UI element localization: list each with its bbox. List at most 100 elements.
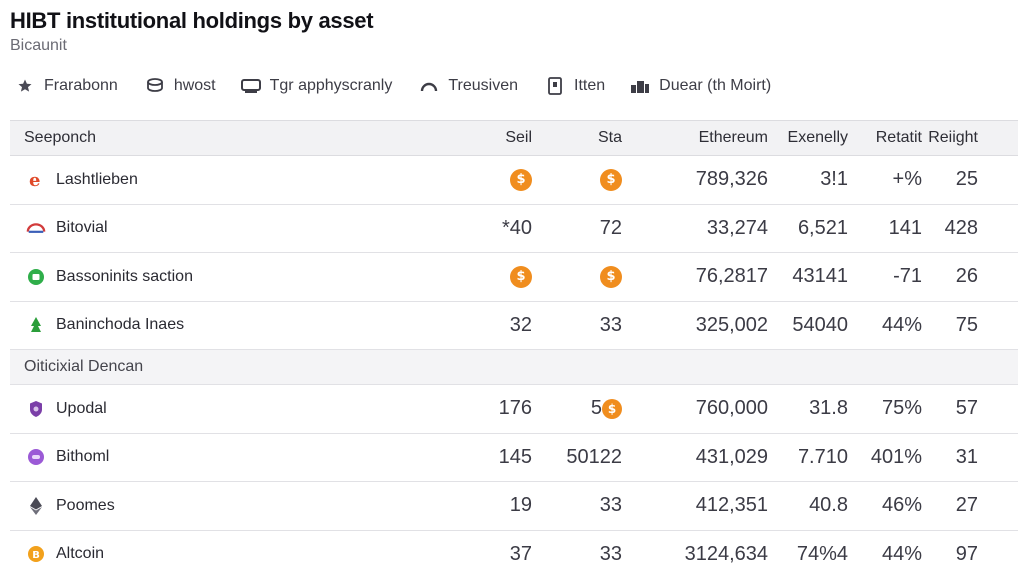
filter-bar: Frarabonn hwost Tgr apphyscranly Treusiv…: [14, 72, 771, 100]
row-value: 76,2817: [695, 265, 768, 288]
table-row[interactable]: Bitovial *40 72 33,274 6,521 141 428: [10, 205, 1018, 253]
row-value: 789,326: [695, 168, 768, 191]
column-header-5[interactable]: Retatit: [875, 129, 922, 146]
star-icon: [14, 75, 36, 97]
filter-item-frarabonn[interactable]: Frarabonn: [14, 72, 118, 100]
row-value: 3!1: [820, 168, 848, 191]
monitor-icon: [240, 75, 262, 97]
bitcoin-coin-icon: $: [600, 168, 622, 191]
row-value: 72: [599, 216, 622, 239]
row-value: 44%: [881, 313, 922, 336]
column-header-6[interactable]: Reiight: [928, 129, 978, 146]
document-icon: [544, 75, 566, 97]
green-dot-logo-icon: [26, 267, 46, 287]
row-name: Lashtlieben: [56, 170, 138, 188]
row-value: -71: [893, 265, 922, 288]
row-value: 27: [955, 494, 978, 517]
section-header: Oiticixial Dencan: [10, 350, 1018, 385]
row-value: 431,029: [695, 445, 768, 468]
row-value: 54040: [792, 313, 848, 336]
page-subtitle: Bicaunit: [10, 37, 67, 54]
row-value: 325,002: [695, 313, 768, 336]
row-value: 43141: [792, 265, 848, 288]
row-value: *40: [501, 216, 532, 239]
column-header-1[interactable]: Seil: [505, 129, 532, 146]
column-header-name[interactable]: Seeponch: [24, 129, 97, 146]
filter-item-itten[interactable]: Itten: [544, 72, 605, 100]
row-value: 31.8: [809, 397, 848, 420]
filter-label: Tgr apphyscranly: [269, 77, 393, 94]
filter-item-treusiven[interactable]: Treusiven: [418, 72, 518, 100]
bitcoin-coin-icon: $: [510, 168, 532, 191]
row-value: 141: [888, 216, 922, 239]
row-value: 401%: [870, 445, 922, 468]
column-header-4[interactable]: Exenelly: [787, 129, 848, 146]
purple-circle-logo-icon: [26, 447, 46, 467]
row-value: 33,274: [706, 216, 768, 239]
filter-item-duear[interactable]: Duear (th Moirt): [629, 72, 771, 100]
table-row[interactable]: e Lashtlieben $ $ 789,326 3!1 +% 25: [10, 156, 1018, 205]
row-name: Altcoin: [56, 545, 105, 563]
row-value: 5: [590, 397, 602, 420]
row-value: 33: [599, 542, 622, 565]
filter-label: Duear (th Moirt): [659, 77, 772, 94]
bitcoin-coin-icon: $: [510, 265, 532, 288]
row-value: 33: [599, 313, 622, 336]
row-value: 760,000: [695, 397, 768, 420]
ethereum-diamond-icon: [26, 496, 46, 516]
row-value: 6,521: [797, 216, 848, 239]
page-title: HIBT institutional holdings by asset: [10, 8, 374, 33]
row-name: Baninchoda Inaes: [56, 316, 185, 334]
row-name: Upodal: [56, 399, 107, 417]
arc-icon: [418, 75, 440, 97]
row-value: 3124,634: [684, 542, 768, 565]
row-value: 74%4: [796, 542, 848, 565]
svg-text:B: B: [32, 550, 40, 561]
row-value: 44%: [881, 542, 922, 565]
row-value: 7.710: [797, 445, 848, 468]
table-row[interactable]: Baninchoda Inaes 32 33 325,002 54040 44%…: [10, 302, 1018, 350]
row-value: 25: [955, 168, 978, 191]
row-value: 37: [509, 542, 532, 565]
row-name: Bitovial: [56, 219, 108, 237]
row-value: 32: [509, 313, 532, 336]
row-value: 75: [955, 313, 978, 336]
row-value: 75%: [881, 397, 922, 420]
row-name: Bassoninits saction: [56, 267, 193, 285]
bitcoin-coin-icon: $: [602, 398, 622, 419]
table-row[interactable]: Bithoml 145 50122 431,029 7.710 401% 31: [10, 434, 1018, 482]
row-value: 26: [955, 265, 978, 288]
red-e-logo-icon: e: [26, 170, 46, 190]
coin-stack-icon: [144, 75, 166, 97]
purple-shield-logo-icon: [26, 399, 46, 419]
filter-label: Treusiven: [448, 77, 518, 94]
svg-text:e: e: [29, 170, 40, 190]
row-value: +%: [892, 168, 922, 191]
table-row[interactable]: Upodal 176 5 $ 760,000 31.8 75% 57: [10, 385, 1018, 434]
filter-label: Itten: [574, 77, 606, 94]
row-value: 40.8: [809, 494, 848, 517]
row-value: 428: [944, 216, 978, 239]
row-value: 145: [498, 445, 532, 468]
filter-item-hwost[interactable]: hwost: [144, 72, 216, 100]
column-header-2[interactable]: Sta: [597, 129, 622, 146]
holdings-table: Seeponch Seil Sta Ethereum Exenelly Reta…: [10, 120, 1018, 576]
orange-coin-logo-icon: B: [26, 544, 46, 564]
row-name: Bithoml: [56, 448, 110, 466]
column-header-3[interactable]: Ethereum: [698, 129, 768, 146]
arc-logo-icon: [26, 218, 46, 238]
table-header: Seeponch Seil Sta Ethereum Exenelly Reta…: [10, 120, 1018, 156]
building-icon: [629, 75, 651, 97]
filter-item-tgr-apphyscranly[interactable]: Tgr apphyscranly: [240, 72, 393, 100]
table-row[interactable]: Bassoninits saction $ $ 76,2817 43141 -7…: [10, 253, 1018, 302]
green-tree-logo-icon: [26, 315, 46, 335]
section-label: Oiticixial Dencan: [24, 358, 144, 375]
filter-label: hwost: [173, 77, 216, 94]
filter-label: Frarabonn: [44, 77, 118, 94]
row-name: Poomes: [56, 496, 115, 514]
row-value: 19: [509, 494, 532, 517]
row-value: 46%: [881, 494, 922, 517]
bitcoin-coin-icon: $: [600, 265, 622, 288]
table-row[interactable]: B Altcoin 37 33 3124,634 74%4 44% 97: [10, 531, 1018, 576]
table-row[interactable]: Poomes 19 33 412,351 40.8 46% 27: [10, 482, 1018, 531]
